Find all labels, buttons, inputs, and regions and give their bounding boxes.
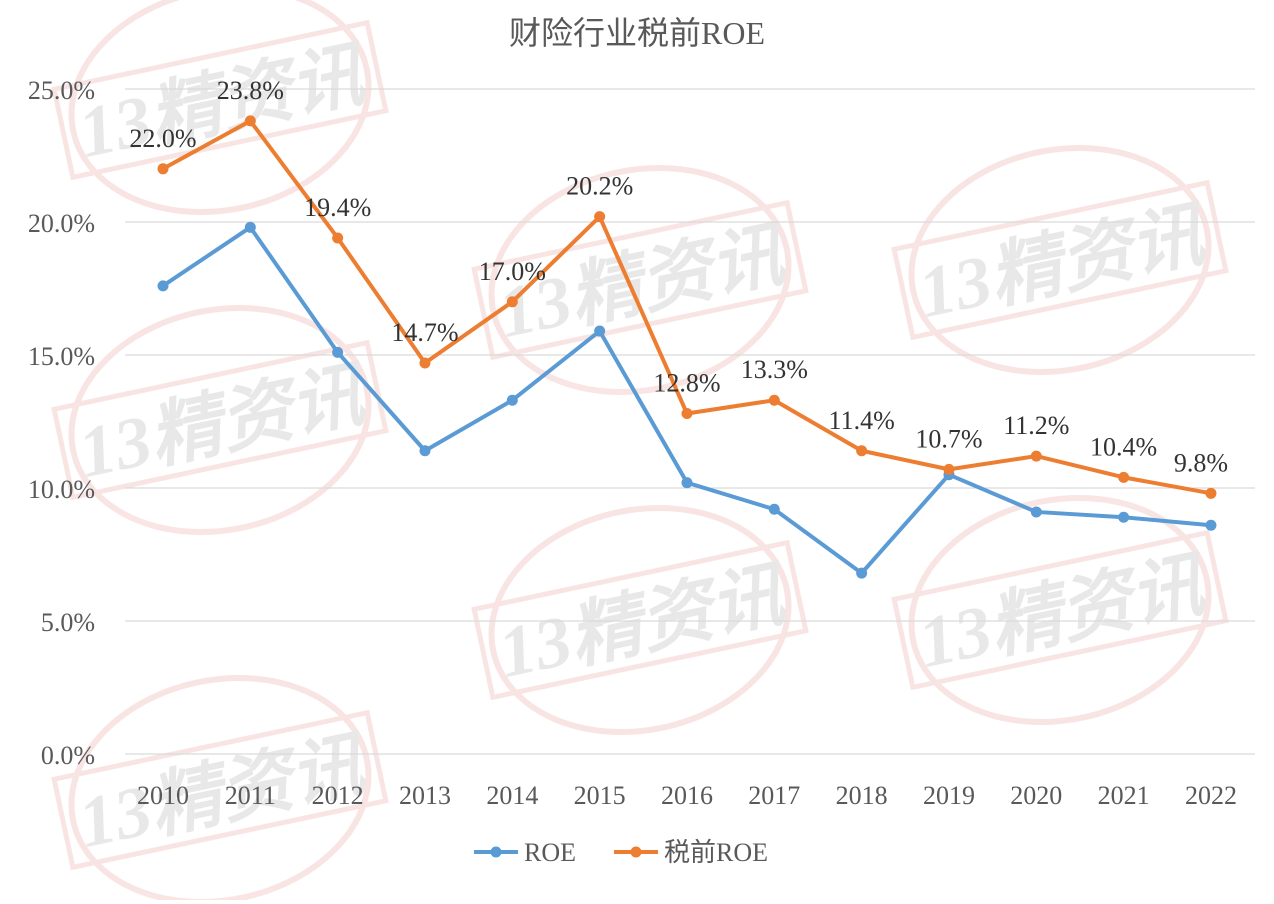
legend: ROE 税前ROE	[474, 838, 768, 867]
data-label: 12.8%	[653, 369, 720, 398]
data-label: 23.8%	[217, 76, 284, 105]
data-point	[332, 346, 344, 358]
data-point	[506, 296, 518, 308]
data-label: 13.3%	[741, 355, 808, 384]
data-point	[1030, 506, 1042, 518]
y-tick-label: 25.0%	[28, 76, 95, 105]
data-point	[1118, 511, 1130, 523]
data-point	[1205, 487, 1217, 499]
y-tick-label: 5.0%	[41, 608, 95, 637]
data-point	[856, 567, 868, 579]
data-point	[594, 325, 606, 337]
watermark-stamp: 13精资讯	[891, 144, 1229, 376]
chart-title: 财险行业税前ROE	[509, 15, 765, 51]
x-tick-label: 2011	[225, 781, 276, 810]
x-axis: 2010 2011 2012 2013 2014 2015 2016 2017 2018 2019…	[137, 781, 1237, 810]
data-label: 14.7%	[391, 318, 458, 347]
legend-marker	[490, 846, 502, 858]
x-tick-label: 2014	[486, 781, 538, 810]
watermark-stamp: 13精资讯	[51, 304, 389, 536]
data-point	[244, 221, 256, 233]
data-label: 20.2%	[566, 172, 633, 201]
data-point	[157, 280, 169, 292]
x-tick-label: 2019	[923, 781, 975, 810]
data-point	[1030, 450, 1042, 462]
legend-marker	[630, 846, 642, 858]
watermark-stamp: 13精资讯	[51, 674, 389, 904]
data-point	[1205, 519, 1217, 531]
watermark-stamp: 13精资讯	[471, 504, 809, 736]
x-tick-label: 2013	[399, 781, 451, 810]
data-point	[332, 232, 344, 244]
x-tick-label: 2015	[574, 781, 626, 810]
data-point	[419, 357, 431, 369]
x-tick-label: 2010	[137, 781, 189, 810]
legend-label: 税前ROE	[664, 838, 768, 867]
x-tick-label: 2020	[1010, 781, 1062, 810]
data-point	[594, 211, 606, 223]
data-point	[1118, 471, 1130, 483]
data-point	[681, 408, 693, 420]
x-tick-label: 2021	[1098, 781, 1150, 810]
data-point	[419, 445, 431, 457]
y-tick-label: 10.0%	[28, 475, 95, 504]
x-tick-label: 2012	[312, 781, 364, 810]
data-point	[157, 163, 169, 175]
data-label: 11.4%	[829, 406, 895, 435]
data-point	[244, 115, 256, 127]
y-axis: 0.0% 5.0% 10.0% 15.0% 20.0% 25.0%	[28, 76, 95, 770]
data-label: 11.2%	[1003, 411, 1069, 440]
x-tick-label: 2016	[661, 781, 713, 810]
data-label: 19.4%	[304, 193, 371, 222]
legend-label: ROE	[524, 838, 576, 867]
data-label: 9.8%	[1174, 448, 1228, 477]
y-tick-label: 20.0%	[28, 209, 95, 238]
x-tick-label: 2022	[1185, 781, 1237, 810]
data-label: 10.7%	[915, 424, 982, 453]
x-tick-label: 2017	[748, 781, 800, 810]
gridlines	[125, 88, 1255, 755]
data-point	[856, 445, 868, 457]
data-point	[506, 394, 518, 406]
series-group: 22.0% 23.8% 19.4% 14.7% 17.0% 20.2% 12.8% 13.3%…	[129, 76, 1228, 579]
x-tick-label: 2018	[836, 781, 888, 810]
data-point	[768, 503, 780, 515]
data-point	[943, 463, 955, 475]
y-tick-label: 0.0%	[41, 741, 95, 770]
y-tick-label: 15.0%	[28, 342, 95, 371]
data-label: 22.0%	[129, 124, 196, 153]
data-label: 10.4%	[1090, 432, 1157, 461]
data-point	[768, 394, 780, 406]
data-point	[681, 477, 693, 489]
data-label: 17.0%	[479, 257, 546, 286]
